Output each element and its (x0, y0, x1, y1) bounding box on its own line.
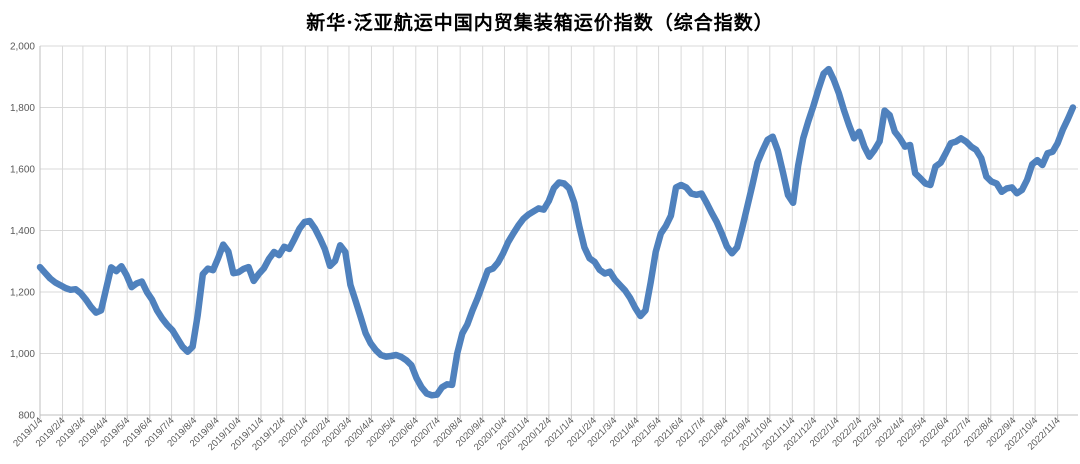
y-axis-tick-label: 800 (18, 411, 35, 422)
freight-index-line (36, 65, 1077, 399)
y-axis-tick-label: 2,000 (10, 42, 35, 53)
chart-title: 新华·泛亚航运中国内贸集装箱运价指数（综合指数） (306, 12, 774, 34)
y-axis-tick-label: 1,200 (10, 288, 35, 299)
y-axis-tick-label: 1,400 (10, 226, 35, 237)
y-axis-tick-label: 1,000 (10, 349, 35, 360)
y-axis-tick-label: 1,600 (10, 165, 35, 176)
y-axis-tick-label: 1,800 (10, 103, 35, 114)
